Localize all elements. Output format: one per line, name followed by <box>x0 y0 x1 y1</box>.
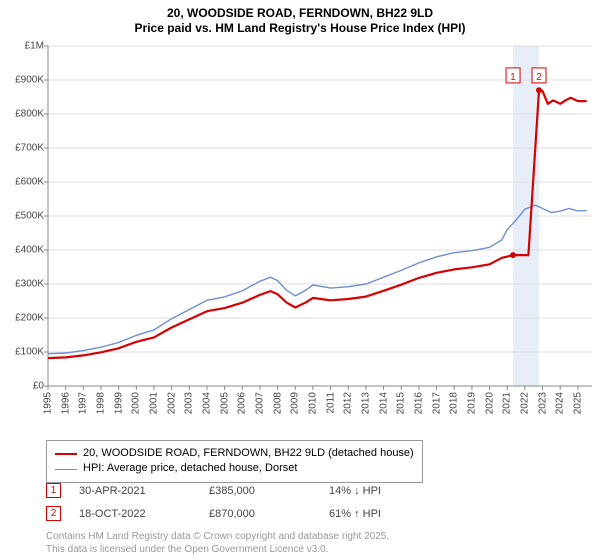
x-tick-label: 2005 <box>219 392 230 414</box>
x-tick-label: 2016 <box>413 392 424 414</box>
event-price: £870,000 <box>209 508 329 520</box>
x-tick-label: 2025 <box>572 392 583 414</box>
x-tick-label: 2021 <box>502 392 513 414</box>
x-tick-label: 1996 <box>60 392 71 414</box>
event-price: £385,000 <box>209 485 329 497</box>
x-tick-label: 1997 <box>78 392 89 414</box>
x-tick-label: 2007 <box>254 392 265 414</box>
svg-text:2: 2 <box>536 72 542 83</box>
x-tick-label: 2015 <box>396 392 407 414</box>
footer-line-2: This data is licensed under the Open Gov… <box>46 543 389 556</box>
event-delta: 14% ↓ HPI <box>329 485 449 497</box>
x-tick-label: 2004 <box>201 392 212 414</box>
event-marker: 1 <box>46 483 61 498</box>
legend-label: HPI: Average price, detached house, Dors… <box>83 461 297 476</box>
x-tick-label: 2020 <box>484 392 495 414</box>
footer-attribution: Contains HM Land Registry data © Crown c… <box>46 530 389 556</box>
x-tick-label: 2001 <box>148 392 159 414</box>
chart-svg: 12 <box>0 42 600 412</box>
legend-item: HPI: Average price, detached house, Dors… <box>55 461 414 476</box>
legend-item: 20, WOODSIDE ROAD, FERNDOWN, BH22 9LD (d… <box>55 446 414 461</box>
y-tick-label: £700K <box>4 143 44 154</box>
x-tick-label: 2017 <box>431 392 442 414</box>
x-tick-label: 2014 <box>378 392 389 414</box>
x-tick-label: 2024 <box>555 392 566 414</box>
svg-text:1: 1 <box>510 72 516 83</box>
y-tick-label: £0 <box>4 381 44 392</box>
y-tick-label: £1M <box>4 41 44 52</box>
x-tick-label: 2003 <box>184 392 195 414</box>
event-row: 1 30-APR-2021£385,00014% ↓ HPI <box>46 483 449 498</box>
y-tick-label: £300K <box>4 279 44 290</box>
x-tick-label: 2010 <box>307 392 318 414</box>
x-tick-label: 2022 <box>519 392 530 414</box>
y-tick-label: £600K <box>4 177 44 188</box>
y-tick-label: £900K <box>4 75 44 86</box>
x-tick-label: 2011 <box>325 392 336 414</box>
y-tick-label: £200K <box>4 313 44 324</box>
title-line-1: 20, WOODSIDE ROAD, FERNDOWN, BH22 9LD <box>0 6 600 21</box>
x-tick-label: 2008 <box>272 392 283 414</box>
event-row: 2 18-OCT-2022£870,00061% ↑ HPI <box>46 506 449 521</box>
x-tick-label: 2009 <box>290 392 301 414</box>
legend-box: 20, WOODSIDE ROAD, FERNDOWN, BH22 9LD (d… <box>46 440 423 483</box>
x-tick-label: 2023 <box>537 392 548 414</box>
title-block: 20, WOODSIDE ROAD, FERNDOWN, BH22 9LD Pr… <box>0 0 600 36</box>
chart-container: 20, WOODSIDE ROAD, FERNDOWN, BH22 9LD Pr… <box>0 0 600 560</box>
x-tick-label: 2006 <box>237 392 248 414</box>
x-tick-label: 2019 <box>466 392 477 414</box>
y-tick-label: £400K <box>4 245 44 256</box>
x-tick-label: 1998 <box>95 392 106 414</box>
chart-area: 12 £0£100K£200K£300K£400K£500K£600K£700K… <box>0 42 600 412</box>
event-marker: 2 <box>46 506 61 521</box>
x-tick-label: 2000 <box>131 392 142 414</box>
legend-swatch <box>55 469 77 470</box>
x-tick-label: 2002 <box>166 392 177 414</box>
event-date: 30-APR-2021 <box>79 485 209 497</box>
legend-label: 20, WOODSIDE ROAD, FERNDOWN, BH22 9LD (d… <box>83 446 414 461</box>
x-tick-label: 1999 <box>113 392 124 414</box>
y-tick-label: £500K <box>4 211 44 222</box>
x-tick-label: 1995 <box>43 392 54 414</box>
event-delta: 61% ↑ HPI <box>329 508 449 520</box>
x-tick-label: 2013 <box>360 392 371 414</box>
y-tick-label: £800K <box>4 109 44 120</box>
x-tick-label: 2012 <box>343 392 354 414</box>
event-date: 18-OCT-2022 <box>79 508 209 520</box>
legend-swatch <box>55 453 77 455</box>
y-tick-label: £100K <box>4 347 44 358</box>
x-tick-label: 2018 <box>449 392 460 414</box>
footer-line-1: Contains HM Land Registry data © Crown c… <box>46 530 389 543</box>
title-line-2: Price paid vs. HM Land Registry's House … <box>0 21 600 36</box>
